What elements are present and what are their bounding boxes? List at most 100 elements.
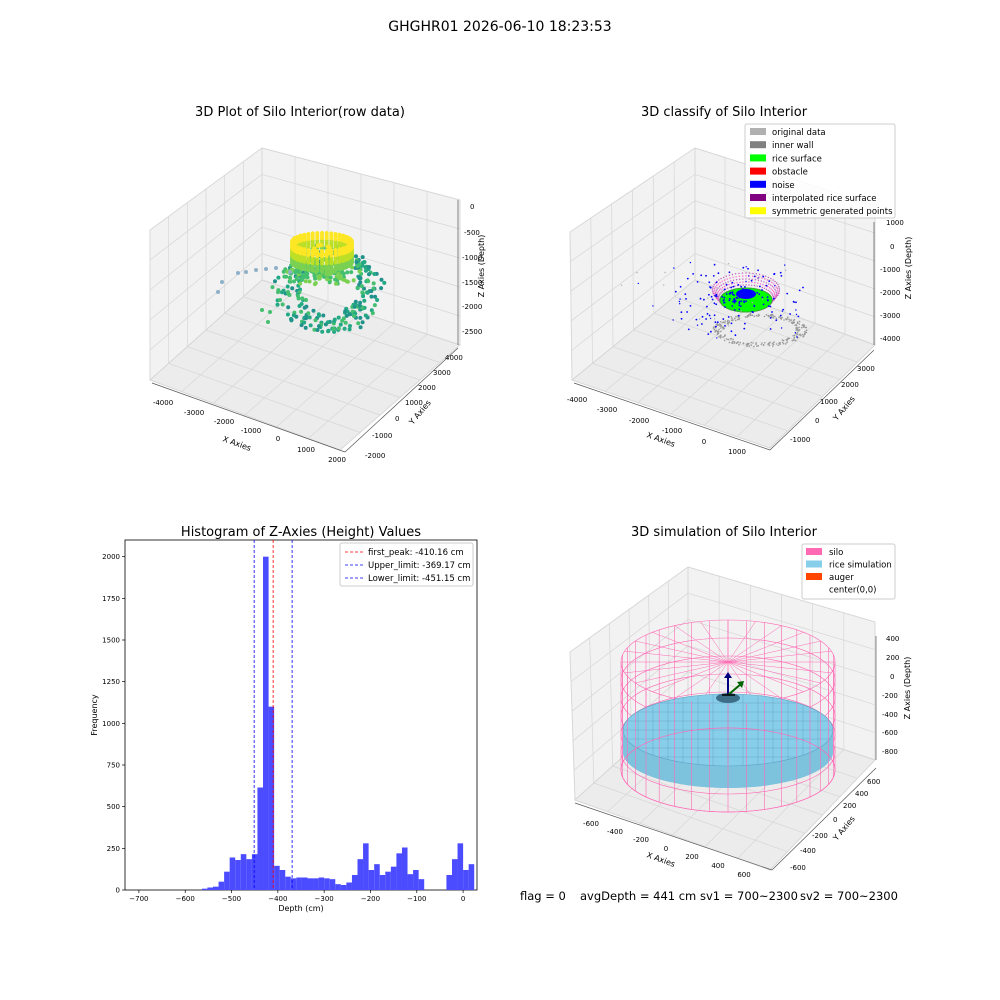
panel-simulation-3d: 3D simulation of Silo Interior -600 -400…: [569, 525, 912, 879]
silo-spoke: [624, 650, 729, 663]
scatter-point: [771, 293, 773, 295]
x-tick: -1000: [662, 427, 682, 435]
panel4-axes: [574, 636, 877, 871]
scatter-point: [768, 283, 770, 285]
figure-title: GHGHR01 2026-06-10 18:23:53: [388, 19, 611, 35]
legend-label: rice surface: [772, 154, 822, 164]
scatter-point: [304, 298, 308, 302]
histogram-bar: [279, 870, 286, 890]
histogram-bar: [329, 879, 336, 890]
scatter-point: [777, 291, 779, 293]
scatter-point: [768, 344, 771, 347]
scatter-point: [286, 305, 291, 310]
scatter-point: [784, 343, 787, 345]
scatter-point: [298, 233, 303, 238]
scatter-point: [362, 298, 367, 303]
scatter-point: [715, 323, 718, 326]
scatter-point: [216, 290, 220, 294]
scatter-point: [358, 300, 363, 305]
panel1-z-ticks: 0 -500 -1000 -1500 -2000 -2500: [462, 203, 482, 336]
scatter-point: [763, 281, 765, 283]
auger-y-arrowhead: [737, 681, 744, 688]
scatter-point: [344, 245, 349, 250]
z-tick: -2500: [462, 328, 482, 336]
z-tick: 0: [890, 243, 894, 251]
scatter-point: [692, 273, 694, 275]
legend-label: obstacle: [772, 168, 808, 178]
scatter-point: [752, 342, 754, 344]
scatter-point: [358, 325, 363, 330]
grid-line: [570, 200, 696, 292]
panel1-zlabel: Z Axies (Depth): [477, 235, 486, 298]
y-tick: 2000: [418, 384, 436, 392]
scatter-point: [775, 286, 778, 288]
scatter-point: [773, 287, 775, 289]
scatter-point: [264, 267, 268, 271]
silo-spoke: [635, 661, 729, 684]
y-tick: 3000: [857, 365, 875, 373]
z-tick: -800: [882, 748, 898, 756]
scatter-point: [710, 295, 713, 298]
scatter-point: [722, 321, 725, 323]
auger-arrows: [722, 672, 744, 696]
silo-spoke: [674, 625, 729, 663]
grid-line: [569, 231, 573, 381]
legend-label: Lower_limit: -451.15 cm: [368, 574, 470, 584]
scatter-point: [717, 287, 719, 289]
panel2-axes: [573, 222, 875, 451]
scatter-point: [738, 304, 741, 307]
scatter-point: [794, 332, 797, 334]
scatter-point: [774, 315, 776, 318]
scatter-point: [719, 327, 722, 329]
scatter-point: [731, 291, 734, 294]
scatter-point: [349, 270, 354, 275]
scatter-point: [730, 283, 733, 285]
scatter-point: [303, 279, 308, 284]
scatter-point: [739, 281, 741, 283]
scatter-point: [720, 334, 722, 337]
scatter-point: [738, 343, 740, 346]
scatter-point: [738, 318, 741, 320]
silo-spoke: [727, 632, 804, 663]
scatter-point: [768, 316, 770, 318]
sv2-text: sv2 = 700~2300: [800, 889, 898, 903]
scatter-point: [302, 232, 307, 237]
scatter-point: [739, 284, 741, 286]
scatter-point: [775, 293, 778, 295]
scatter-point: [637, 282, 639, 285]
scatter-point: [708, 281, 711, 284]
histogram-bar: [257, 787, 264, 890]
scatter-point: [766, 279, 769, 281]
scatter-point: [757, 344, 760, 347]
scatter-point: [796, 331, 799, 334]
x-tick: -400: [607, 828, 623, 836]
scatter-point: [679, 303, 681, 305]
scatter-point: [718, 279, 720, 281]
scatter-point: [729, 277, 731, 279]
scatter-point: [771, 281, 773, 284]
legend-swatch: [750, 180, 766, 188]
scatter-point: [733, 309, 736, 311]
histogram-bar: [468, 864, 475, 890]
z-tick: 0: [470, 203, 474, 211]
histogram-bar: [379, 875, 386, 890]
scatter-point: [771, 313, 774, 316]
scatter-point: [772, 317, 775, 319]
scatter-point: [728, 271, 731, 274]
legend-swatch: [750, 167, 766, 175]
histogram-bar: [396, 853, 402, 890]
scatter-point: [287, 293, 292, 297]
scatter-point: [332, 317, 337, 322]
scatter-point: [714, 295, 717, 297]
scatter-point: [722, 276, 725, 279]
scatter-point: [337, 247, 342, 252]
histogram-bar: [363, 843, 369, 890]
scatter-point: [779, 271, 782, 274]
scatter-point: [700, 274, 703, 277]
x-tick: -4000: [567, 396, 587, 404]
scatter-point: [766, 296, 769, 298]
scatter-point: [731, 305, 734, 307]
scatter-point: [325, 244, 331, 249]
scatter-point: [786, 318, 788, 320]
histogram-bar: [463, 870, 469, 890]
